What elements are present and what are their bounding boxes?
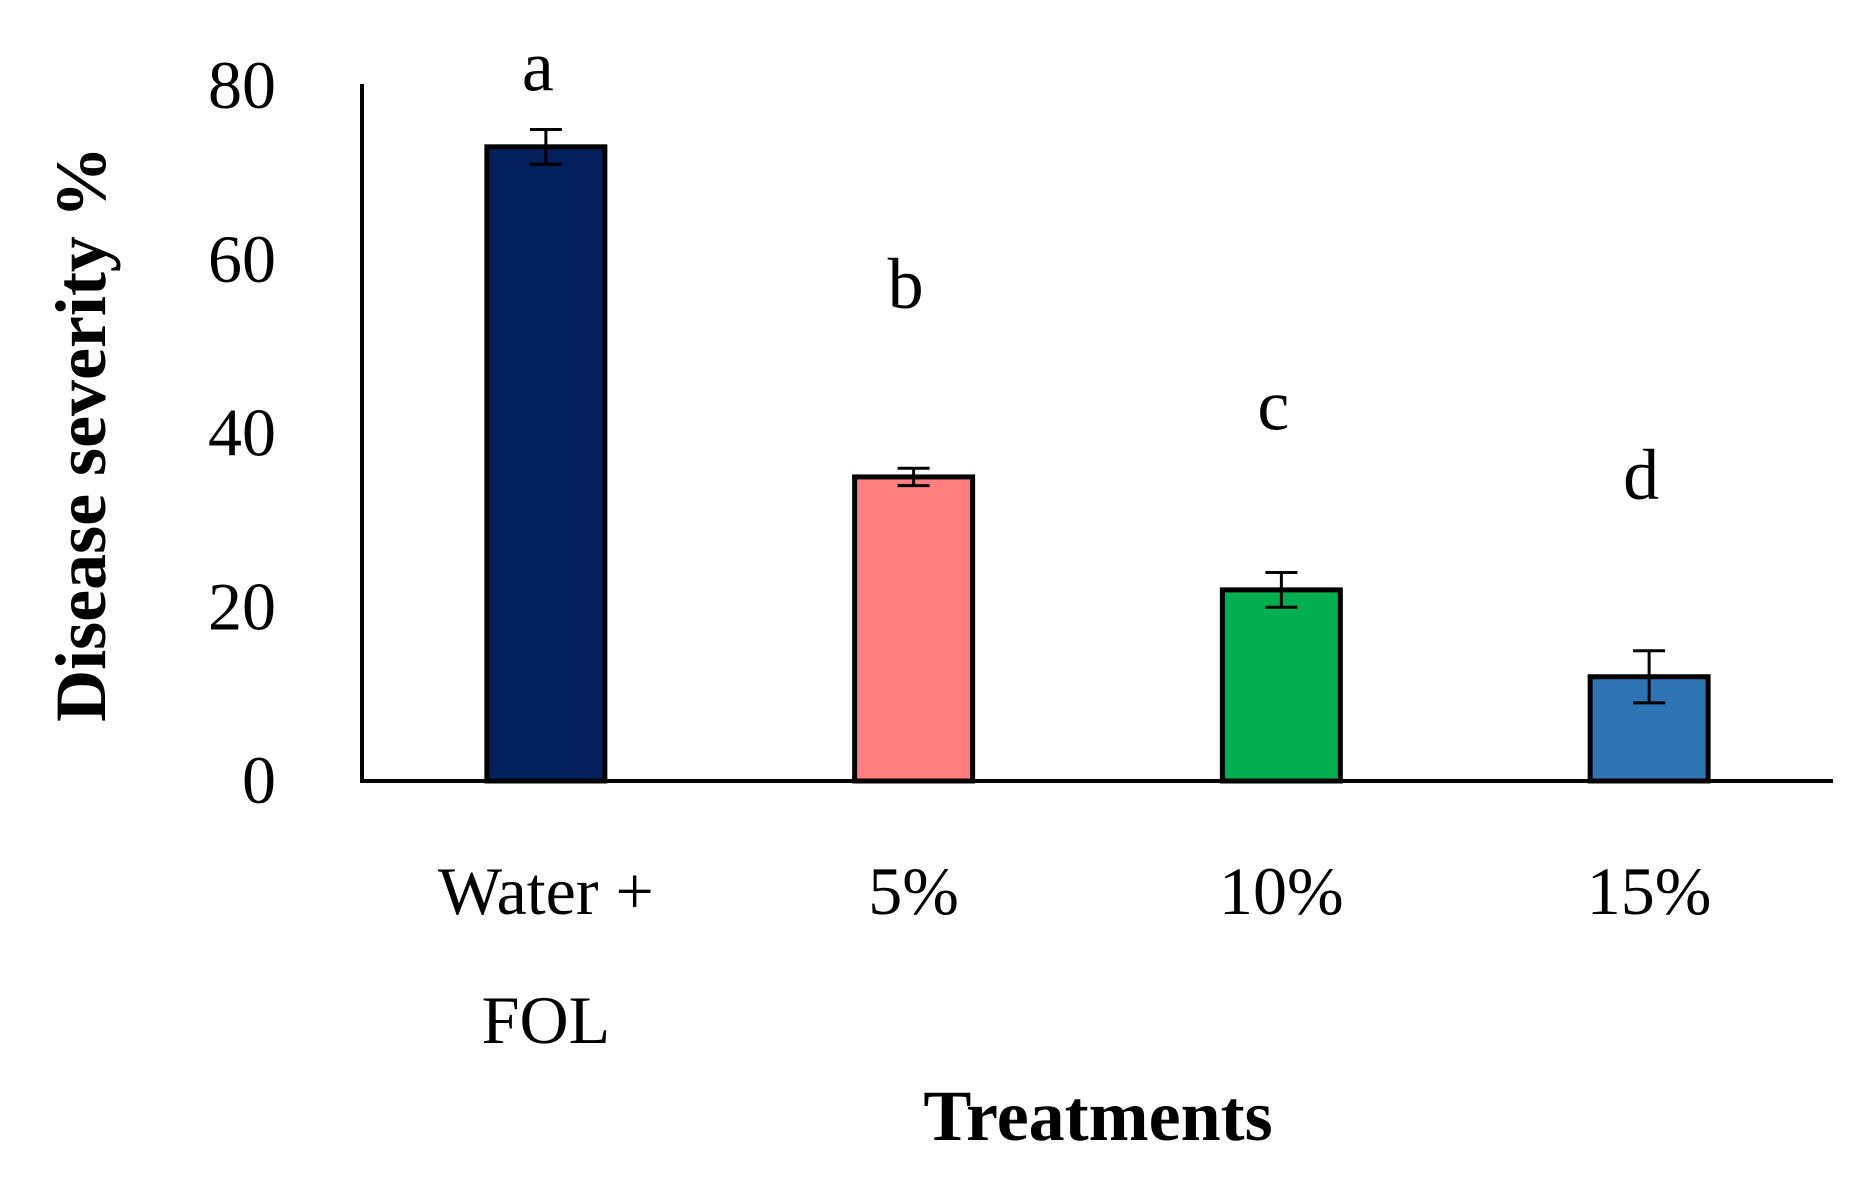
y-axis-title: Disease severity %: [41, 146, 121, 722]
significance-letter: d: [1623, 435, 1659, 515]
y-axis-ticks: 0 20 40 60 80: [208, 47, 276, 818]
x-tick-label: Water + FOL: [438, 853, 654, 1058]
x-axis-categories: Water + FOL 5% 10% 15%: [438, 853, 1712, 1058]
x-axis-title: Treatments: [923, 1076, 1272, 1156]
bars: [484, 144, 1711, 784]
y-tick-label: 40: [208, 395, 276, 471]
error-bar: [1633, 649, 1666, 705]
significance-letters: a b c d: [522, 27, 1659, 515]
bar: [852, 474, 976, 784]
y-tick-label: 80: [208, 47, 276, 123]
significance-letter: a: [522, 27, 554, 107]
bar: [484, 144, 608, 784]
y-tick-label: 20: [208, 568, 276, 644]
error-bar: [897, 466, 930, 488]
x-tick-label: 10%: [1219, 853, 1344, 929]
y-tick-label: 60: [208, 221, 276, 297]
x-tick-label: 15%: [1587, 853, 1712, 929]
significance-letter: b: [888, 244, 924, 324]
significance-letter: c: [1257, 365, 1289, 445]
y-tick-label: 0: [242, 742, 276, 818]
error-bar: [529, 127, 562, 166]
error-bars: [529, 127, 1666, 705]
x-tick-label: 5%: [868, 853, 959, 929]
error-bar: [1265, 571, 1298, 609]
bar: [1219, 587, 1343, 784]
